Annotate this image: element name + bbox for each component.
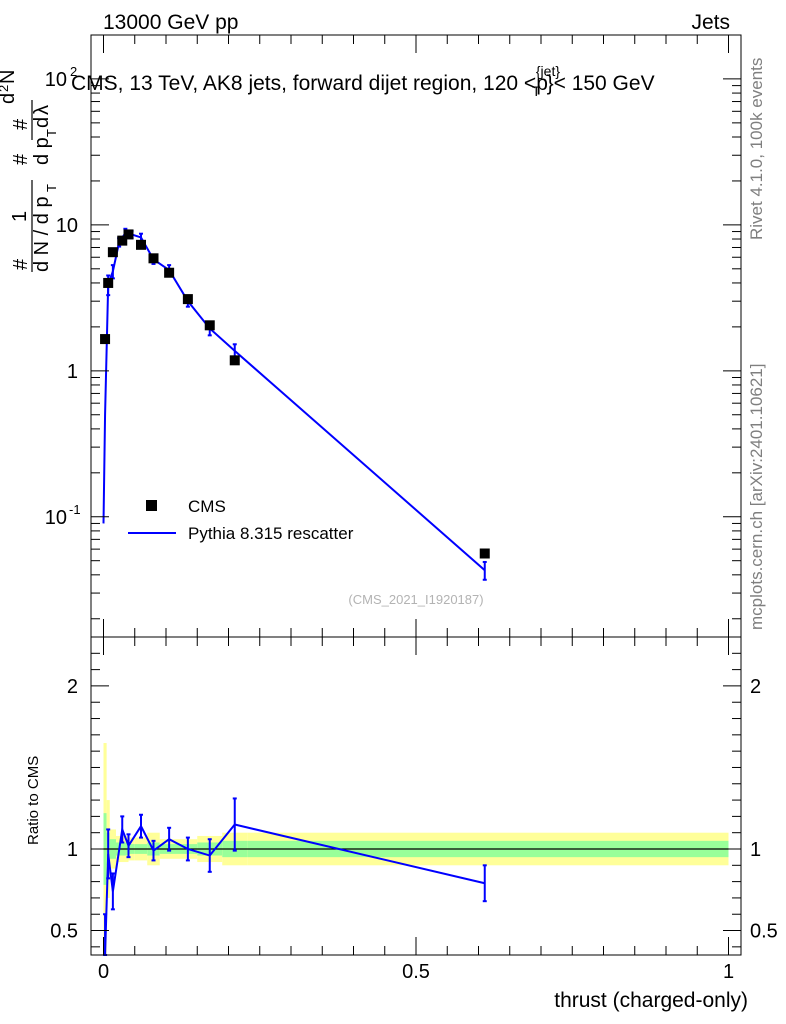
data-point [123, 229, 134, 240]
x-tick-label: 1 [723, 961, 734, 983]
plot-title-sub: T [532, 83, 541, 99]
svg-text:d p: d p [31, 137, 53, 165]
svg-text:T: T [44, 129, 59, 137]
data-point [479, 548, 490, 559]
main-y-tick-label: 10 [45, 507, 67, 529]
svg-text:d: d [31, 117, 53, 128]
mcplots-label: mcplots.cern.ch [arXiv:2401.10621] [747, 364, 766, 630]
legend: CMS Pythia 8.315 rescatter [128, 497, 354, 543]
main-y-tick-label: 10 [45, 69, 67, 91]
energy-label: 13000 GeV pp [103, 11, 238, 34]
plot-title-main: CMS, 13 TeV, AK8 jets, forward dijet reg… [71, 72, 548, 95]
main-y-tick-exponent: -1 [69, 502, 81, 517]
legend-data-marker [146, 500, 157, 511]
mc-line [102, 231, 486, 572]
x-tick-label: 0.5 [402, 961, 430, 983]
main-plot-frame [90, 34, 742, 638]
svg-text:N: N [0, 70, 19, 84]
data-point [164, 267, 175, 278]
svg-text:d: d [0, 93, 19, 104]
main-y-axis-label: # d N / d p T 1 # d p T d λ # d 2 N [0, 70, 59, 272]
svg-text:T: T [44, 184, 59, 192]
ratio-y-tick-label-right: 0.5 [750, 921, 778, 943]
plot-title: CMS, 13 TeV, AK8 jets, forward dijet reg… [71, 63, 655, 99]
main-y-tick-exponent: 2 [70, 64, 77, 79]
ratio-y-axis-label: Ratio to CMS [25, 756, 42, 845]
category-label: Jets [691, 11, 730, 34]
data-point [229, 355, 240, 366]
svg-text:#: # [10, 258, 32, 270]
data-point [107, 247, 118, 258]
ratio-y-tick-label: 0.5 [50, 921, 78, 943]
svg-text:d N / d p: d N / d p [31, 196, 53, 272]
svg-text:#: # [10, 118, 32, 130]
svg-text:λ: λ [31, 105, 53, 115]
ratio-plot-frame [90, 636, 742, 956]
data-point [204, 320, 215, 331]
data-point [117, 235, 128, 246]
legend-mc-label: Pythia 8.315 rescatter [188, 524, 354, 543]
analysis-id: (CMS_2021_I1920187) [348, 592, 483, 607]
data-point [148, 253, 159, 264]
rivet-version-label: Rivet 4.1.0, 100k events [747, 58, 766, 240]
ratio-y-tick-label: 1 [67, 839, 78, 861]
ratio-y-tick-label-right: 1 [750, 839, 761, 861]
data-point [136, 239, 146, 250]
ratio-plot: 0 0.5 1 0.5 0.5 1 1 2 2 [50, 636, 778, 983]
svg-text:#: # [10, 153, 32, 165]
plot-title-end: }< 150 GeV [547, 72, 655, 95]
main-y-tick-label: 10 [56, 215, 78, 237]
plot-title-sup: {jet} [536, 63, 560, 79]
x-axis-label: thrust (charged-only) [554, 989, 748, 1012]
ratio-y-tick-label: 2 [67, 676, 78, 698]
svg-text:1: 1 [9, 211, 31, 222]
data-point [182, 294, 193, 305]
ratio-y-tick-label-right: 2 [750, 676, 761, 698]
main-y-tick-label: 1 [67, 361, 78, 383]
data-point [103, 277, 114, 288]
data-point [100, 334, 111, 345]
legend-data-label: CMS [188, 497, 226, 516]
svg-text:2: 2 [0, 85, 11, 92]
x-tick-label: 0 [98, 961, 109, 983]
